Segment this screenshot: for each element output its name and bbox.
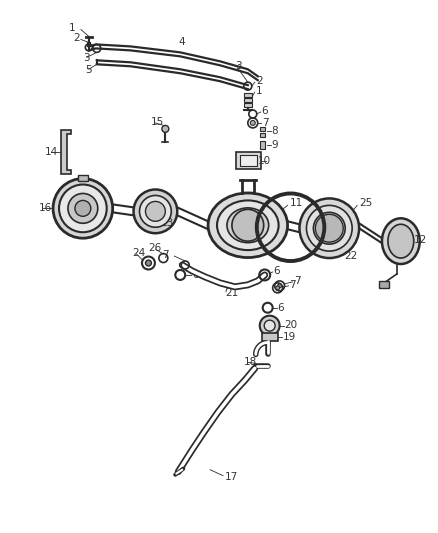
- Ellipse shape: [300, 198, 359, 258]
- Text: 12: 12: [414, 235, 427, 245]
- Ellipse shape: [217, 200, 279, 250]
- Circle shape: [68, 193, 98, 223]
- Circle shape: [53, 179, 113, 238]
- Circle shape: [162, 125, 169, 132]
- Circle shape: [232, 209, 264, 241]
- Text: 5: 5: [85, 65, 92, 75]
- Text: 21: 21: [225, 288, 238, 298]
- Text: 25: 25: [359, 198, 372, 208]
- Text: 3: 3: [235, 61, 241, 71]
- Ellipse shape: [314, 212, 345, 244]
- Ellipse shape: [307, 205, 352, 251]
- Bar: [244, 93, 252, 97]
- Text: 2: 2: [256, 76, 262, 86]
- Bar: [244, 98, 252, 102]
- Text: 24: 24: [133, 248, 146, 258]
- Text: 7: 7: [294, 276, 301, 286]
- Text: 14: 14: [45, 147, 58, 157]
- Bar: [240, 155, 257, 166]
- Bar: [262, 333, 278, 341]
- Text: 7: 7: [290, 280, 296, 290]
- Text: 9: 9: [272, 140, 278, 150]
- Text: 10: 10: [258, 156, 271, 166]
- Text: 19: 19: [283, 332, 296, 342]
- Polygon shape: [61, 130, 71, 174]
- Text: 2: 2: [73, 34, 80, 44]
- Circle shape: [59, 184, 107, 232]
- Text: 6: 6: [192, 270, 199, 280]
- Circle shape: [315, 214, 343, 242]
- Bar: [260, 141, 265, 149]
- Circle shape: [145, 260, 152, 266]
- Text: 6: 6: [274, 266, 280, 276]
- Text: 6: 6: [262, 106, 268, 116]
- Circle shape: [260, 316, 279, 336]
- Text: 7: 7: [262, 118, 268, 128]
- Text: 8: 8: [272, 126, 278, 136]
- Circle shape: [75, 200, 91, 216]
- Ellipse shape: [388, 224, 414, 258]
- Circle shape: [264, 320, 275, 331]
- Text: 17: 17: [225, 472, 238, 482]
- Text: 11: 11: [290, 198, 303, 208]
- Text: 1: 1: [256, 86, 262, 96]
- Text: 13: 13: [160, 219, 173, 228]
- Bar: [379, 281, 389, 288]
- Text: 22: 22: [344, 251, 357, 261]
- Circle shape: [278, 284, 282, 288]
- Bar: [236, 152, 261, 168]
- Text: 18: 18: [244, 358, 257, 367]
- Text: 20: 20: [285, 320, 298, 329]
- Bar: [320, 223, 328, 231]
- Text: 15: 15: [150, 117, 164, 127]
- Text: 3: 3: [83, 53, 89, 63]
- Circle shape: [134, 190, 177, 233]
- Bar: [244, 103, 252, 107]
- Ellipse shape: [382, 219, 420, 264]
- Circle shape: [140, 196, 171, 227]
- Text: 1: 1: [69, 22, 76, 33]
- Ellipse shape: [227, 208, 268, 243]
- Text: 16: 16: [39, 204, 53, 213]
- Bar: [260, 133, 265, 137]
- Ellipse shape: [208, 193, 288, 257]
- Circle shape: [145, 201, 165, 221]
- Text: 26: 26: [148, 243, 162, 253]
- Text: 4: 4: [178, 37, 185, 47]
- Bar: [260, 127, 265, 131]
- Text: 7: 7: [162, 250, 169, 260]
- Circle shape: [276, 286, 279, 290]
- Text: 6: 6: [278, 303, 284, 313]
- Bar: [78, 175, 88, 181]
- Circle shape: [250, 120, 255, 125]
